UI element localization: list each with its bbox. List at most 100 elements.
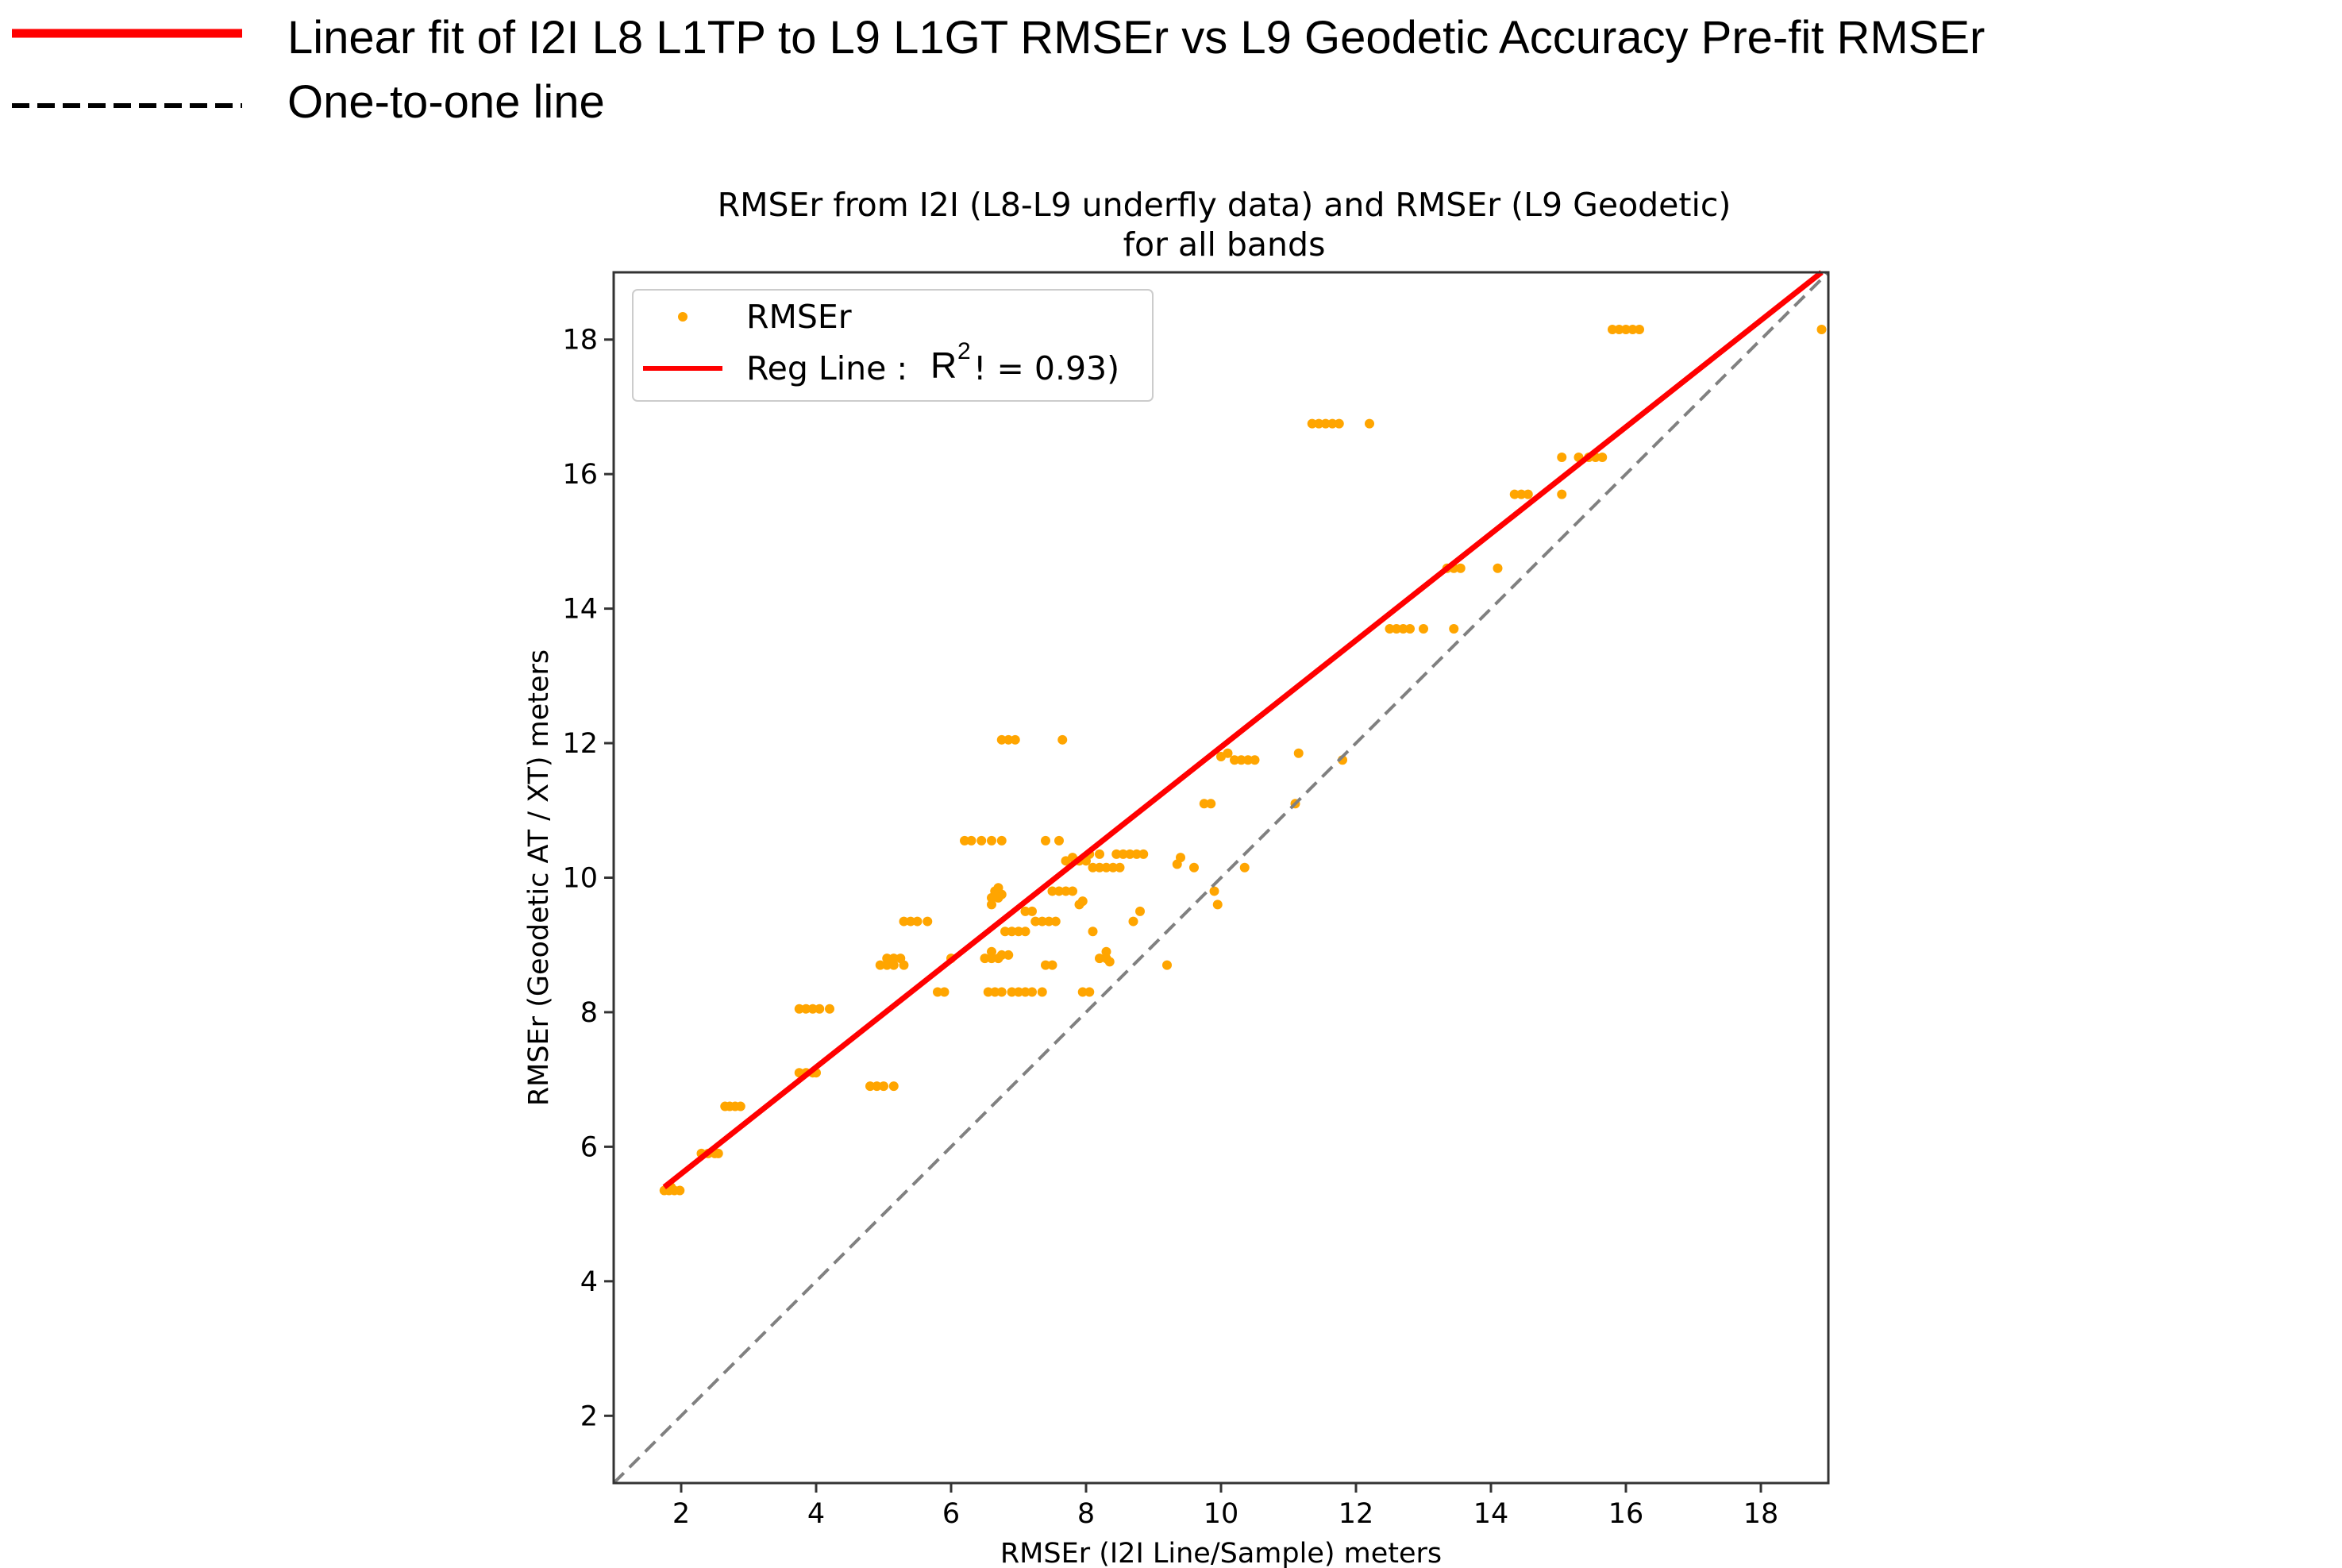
data-point-118 bbox=[1199, 799, 1209, 809]
data-point-162 bbox=[1816, 325, 1827, 335]
data-point-82 bbox=[1047, 960, 1057, 970]
data-point-27 bbox=[882, 960, 892, 970]
data-point-49 bbox=[1003, 950, 1014, 960]
data-point-109 bbox=[1125, 849, 1135, 859]
data-point-161 bbox=[1635, 325, 1644, 335]
data-point-70 bbox=[1027, 906, 1037, 916]
data-point-145 bbox=[1455, 563, 1466, 573]
data-point-25 bbox=[888, 1081, 899, 1092]
data-point-73 bbox=[1044, 916, 1054, 927]
data-point-51 bbox=[983, 987, 993, 997]
data-point-99 bbox=[1108, 862, 1118, 873]
data-point-31 bbox=[888, 954, 899, 964]
data-point-112 bbox=[1128, 916, 1138, 927]
y-tick-label-16: 16 bbox=[562, 459, 598, 491]
legend-box bbox=[632, 289, 1154, 402]
data-point-140 bbox=[1398, 624, 1408, 634]
data-point-160 bbox=[1627, 325, 1638, 335]
one-to-one-line bbox=[612, 271, 1830, 1485]
data-point-80 bbox=[1054, 835, 1064, 846]
data-point-75 bbox=[996, 734, 1007, 745]
data-point-124 bbox=[1230, 755, 1239, 765]
data-point-17 bbox=[825, 1004, 834, 1014]
data-point-72 bbox=[1037, 916, 1047, 927]
data-point-46 bbox=[987, 954, 996, 964]
x-tick-label-4: 4 bbox=[807, 1498, 825, 1530]
data-point-16 bbox=[815, 1004, 825, 1014]
data-point-103 bbox=[1095, 954, 1104, 964]
data-point-126 bbox=[1243, 755, 1253, 765]
data-point-120 bbox=[1209, 886, 1219, 896]
data-point-14 bbox=[801, 1004, 811, 1014]
data-point-12 bbox=[735, 1101, 745, 1111]
data-point-108 bbox=[1118, 849, 1128, 859]
data-point-93 bbox=[1077, 987, 1088, 997]
data-point-150 bbox=[1523, 489, 1533, 499]
x-tick-label-10: 10 bbox=[1204, 1498, 1239, 1530]
x-tick-label-18: 18 bbox=[1743, 1498, 1779, 1530]
data-point-105 bbox=[1101, 946, 1111, 957]
data-point-67 bbox=[1014, 927, 1023, 937]
data-point-35 bbox=[912, 916, 923, 927]
data-point-30 bbox=[882, 954, 892, 964]
data-point-147 bbox=[1493, 563, 1503, 573]
data-point-15 bbox=[807, 1004, 818, 1014]
data-point-78 bbox=[1057, 734, 1068, 745]
x-tick-label-2: 2 bbox=[672, 1498, 690, 1530]
data-point-74 bbox=[1050, 916, 1061, 927]
legend-marker-rmser bbox=[678, 312, 688, 322]
x-tick-label-12: 12 bbox=[1339, 1498, 1374, 1530]
data-point-132 bbox=[1314, 418, 1324, 429]
data-point-157 bbox=[1608, 325, 1617, 335]
data-point-86 bbox=[1068, 886, 1077, 896]
chart-title: RMSEr from I2I (L8-L9 underfly data) and… bbox=[718, 186, 1731, 224]
legend-r2-value: ! = 0.93) bbox=[973, 349, 1119, 387]
data-point-136 bbox=[1365, 418, 1374, 429]
data-point-92 bbox=[1077, 896, 1088, 907]
legend-r2-symbol: R bbox=[930, 345, 957, 386]
data-point-38 bbox=[939, 987, 950, 997]
data-point-123 bbox=[1223, 748, 1233, 758]
legend-label-reg-line: Reg Line : bbox=[746, 349, 907, 387]
data-point-40 bbox=[960, 835, 969, 846]
data-point-94 bbox=[1084, 987, 1095, 997]
one-to-one-swatch bbox=[12, 103, 242, 108]
data-point-22 bbox=[865, 1081, 875, 1092]
top-legend: Linear fit of I2I L8 L1TP to L9 L1GT RMS… bbox=[0, 0, 2342, 135]
data-point-76 bbox=[1003, 734, 1014, 745]
data-point-42 bbox=[976, 835, 987, 846]
data-point-97 bbox=[1095, 862, 1104, 873]
data-point-84 bbox=[1054, 886, 1064, 896]
data-point-69 bbox=[1020, 906, 1030, 916]
data-point-52 bbox=[990, 987, 1000, 997]
data-point-158 bbox=[1614, 325, 1624, 335]
data-point-139 bbox=[1392, 624, 1401, 634]
x-axis-label: RMSEr (I2I Line/Sample) meters bbox=[1000, 1538, 1442, 1568]
data-point-36 bbox=[923, 916, 933, 927]
data-point-159 bbox=[1621, 325, 1631, 335]
one-to-one-legend-label: One-to-one line bbox=[287, 76, 605, 128]
data-point-71 bbox=[1030, 916, 1041, 927]
data-point-24 bbox=[879, 1081, 888, 1092]
x-axis-ticks: 2 4 6 8 10 12 14 16 18 bbox=[672, 1483, 1778, 1530]
data-point-106 bbox=[1104, 957, 1115, 967]
data-point-107 bbox=[1111, 849, 1122, 859]
data-point-133 bbox=[1320, 418, 1331, 429]
data-point-56 bbox=[1020, 987, 1030, 997]
data-point-156 bbox=[1597, 452, 1608, 462]
x-tick-label-8: 8 bbox=[1077, 1498, 1095, 1530]
data-point-48 bbox=[996, 950, 1007, 960]
data-point-44 bbox=[996, 835, 1007, 846]
data-point-116 bbox=[1176, 853, 1185, 863]
data-point-129 bbox=[1293, 748, 1304, 758]
data-point-148 bbox=[1509, 489, 1520, 499]
y-tick-label-12: 12 bbox=[562, 728, 598, 760]
legend-r2-superscript: 2 bbox=[957, 338, 971, 364]
data-point-57 bbox=[1027, 987, 1037, 997]
data-point-96 bbox=[1088, 862, 1098, 873]
data-point-102 bbox=[1095, 849, 1104, 859]
y-tick-label-2: 2 bbox=[580, 1400, 598, 1432]
data-point-138 bbox=[1385, 624, 1395, 634]
x-tick-label-6: 6 bbox=[942, 1498, 960, 1530]
